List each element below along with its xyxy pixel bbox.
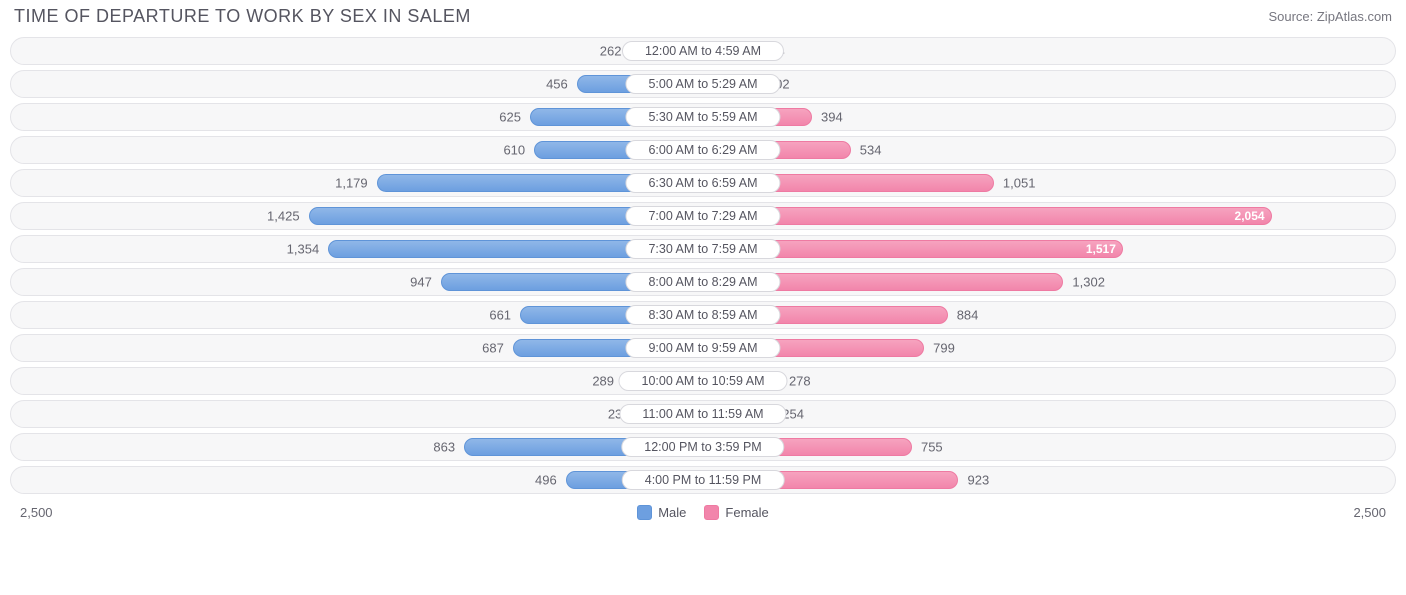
female-value: 534 bbox=[850, 143, 882, 158]
female-half: 254 bbox=[703, 401, 1395, 427]
male-value: 661 bbox=[489, 308, 521, 323]
female-bar: 2,054 bbox=[703, 207, 1272, 225]
chart-row: 26218412:00 AM to 4:59 AM bbox=[10, 37, 1396, 65]
female-half: 755 bbox=[703, 434, 1395, 460]
category-label: 8:30 AM to 8:59 AM bbox=[625, 305, 780, 325]
category-label: 5:00 AM to 5:29 AM bbox=[625, 74, 780, 94]
female-half: 884 bbox=[703, 302, 1395, 328]
male-half: 661 bbox=[11, 302, 703, 328]
chart-row: 23325411:00 AM to 11:59 AM bbox=[10, 400, 1396, 428]
male-half: 456 bbox=[11, 71, 703, 97]
female-value: 884 bbox=[947, 308, 979, 323]
chart-row: 1,179 1,051 6:30 AM to 6:59 AM bbox=[10, 169, 1396, 197]
chart-row: 456 2025:00 AM to 5:29 AM bbox=[10, 70, 1396, 98]
category-label: 4:00 PM to 11:59 PM bbox=[622, 470, 785, 490]
legend: Male Female bbox=[637, 505, 769, 520]
male-half: 625 bbox=[11, 104, 703, 130]
female-half: 923 bbox=[703, 467, 1395, 493]
female-value: 923 bbox=[957, 473, 989, 488]
male-half: 947 bbox=[11, 269, 703, 295]
category-label: 12:00 PM to 3:59 PM bbox=[621, 437, 784, 457]
male-value: 456 bbox=[546, 77, 578, 92]
female-half: 394 bbox=[703, 104, 1395, 130]
chart-row: 1,425 2,054 7:00 AM to 7:29 AM bbox=[10, 202, 1396, 230]
male-value: 610 bbox=[503, 143, 535, 158]
female-value: 1,051 bbox=[993, 176, 1036, 191]
legend-label-male: Male bbox=[658, 505, 686, 520]
legend-label-female: Female bbox=[725, 505, 768, 520]
chart-title: TIME OF DEPARTURE TO WORK BY SEX IN SALE… bbox=[14, 6, 471, 27]
axis-label-right: 2,500 bbox=[1353, 505, 1386, 520]
category-label: 12:00 AM to 4:59 AM bbox=[622, 41, 784, 61]
female-half: 534 bbox=[703, 137, 1395, 163]
swatch-female bbox=[704, 505, 719, 520]
male-value: 1,425 bbox=[267, 209, 310, 224]
chart-row: 661 884 8:30 AM to 8:59 AM bbox=[10, 301, 1396, 329]
chart-row: 1,354 1,517 7:30 AM to 7:59 AM bbox=[10, 235, 1396, 263]
chart-row: 28927810:00 AM to 10:59 AM bbox=[10, 367, 1396, 395]
female-half: 278 bbox=[703, 368, 1395, 394]
legend-item-male: Male bbox=[637, 505, 686, 520]
female-value: 1,302 bbox=[1062, 275, 1105, 290]
category-label: 6:00 AM to 6:29 AM bbox=[625, 140, 780, 160]
chart-row: 947 1,302 8:00 AM to 8:29 AM bbox=[10, 268, 1396, 296]
chart-source: Source: ZipAtlas.com bbox=[1268, 9, 1392, 24]
female-half: 1,302 bbox=[703, 269, 1395, 295]
category-label: 5:30 AM to 5:59 AM bbox=[625, 107, 780, 127]
category-label: 7:00 AM to 7:29 AM bbox=[625, 206, 780, 226]
male-half: 289 bbox=[11, 368, 703, 394]
category-label: 6:30 AM to 6:59 AM bbox=[625, 173, 780, 193]
chart-header: TIME OF DEPARTURE TO WORK BY SEX IN SALE… bbox=[10, 6, 1396, 37]
female-half: 2,054 bbox=[703, 203, 1395, 229]
female-value: 394 bbox=[811, 110, 843, 125]
male-value: 1,179 bbox=[335, 176, 378, 191]
female-half: 184 bbox=[703, 38, 1395, 64]
male-half: 863 bbox=[11, 434, 703, 460]
chart-row: 863 755 12:00 PM to 3:59 PM bbox=[10, 433, 1396, 461]
male-value: 1,354 bbox=[287, 242, 330, 257]
swatch-male bbox=[637, 505, 652, 520]
female-value: 1,517 bbox=[1086, 242, 1116, 256]
male-value: 625 bbox=[499, 110, 531, 125]
axis-label-left: 2,500 bbox=[20, 505, 53, 520]
female-half: 202 bbox=[703, 71, 1395, 97]
category-label: 10:00 AM to 10:59 AM bbox=[619, 371, 788, 391]
male-value: 687 bbox=[482, 341, 514, 356]
male-half: 610 bbox=[11, 137, 703, 163]
male-half: 1,354 bbox=[11, 236, 703, 262]
female-half: 1,517 bbox=[703, 236, 1395, 262]
female-value: 2,054 bbox=[1235, 209, 1265, 223]
category-label: 7:30 AM to 7:59 AM bbox=[625, 239, 780, 259]
chart-row: 496 923 4:00 PM to 11:59 PM bbox=[10, 466, 1396, 494]
legend-item-female: Female bbox=[704, 505, 768, 520]
female-half: 799 bbox=[703, 335, 1395, 361]
chart-footer: 2,500 Male Female 2,500 bbox=[10, 499, 1396, 525]
male-value: 496 bbox=[535, 473, 567, 488]
male-half: 262 bbox=[11, 38, 703, 64]
category-label: 9:00 AM to 9:59 AM bbox=[625, 338, 780, 358]
category-label: 11:00 AM to 11:59 AM bbox=[619, 404, 786, 424]
chart-row: 610 534 6:00 AM to 6:29 AM bbox=[10, 136, 1396, 164]
chart-row: 625 394 5:30 AM to 5:59 AM bbox=[10, 103, 1396, 131]
male-half: 1,179 bbox=[11, 170, 703, 196]
male-half: 496 bbox=[11, 467, 703, 493]
male-value: 947 bbox=[410, 275, 442, 290]
diverging-bar-chart: 26218412:00 AM to 4:59 AM 456 2025:00 AM t… bbox=[10, 37, 1396, 494]
chart-row: 687 799 9:00 AM to 9:59 AM bbox=[10, 334, 1396, 362]
male-half: 233 bbox=[11, 401, 703, 427]
female-value: 799 bbox=[923, 341, 955, 356]
female-half: 1,051 bbox=[703, 170, 1395, 196]
male-half: 1,425 bbox=[11, 203, 703, 229]
category-label: 8:00 AM to 8:29 AM bbox=[625, 272, 780, 292]
male-value: 863 bbox=[433, 440, 465, 455]
female-value: 755 bbox=[911, 440, 943, 455]
male-half: 687 bbox=[11, 335, 703, 361]
